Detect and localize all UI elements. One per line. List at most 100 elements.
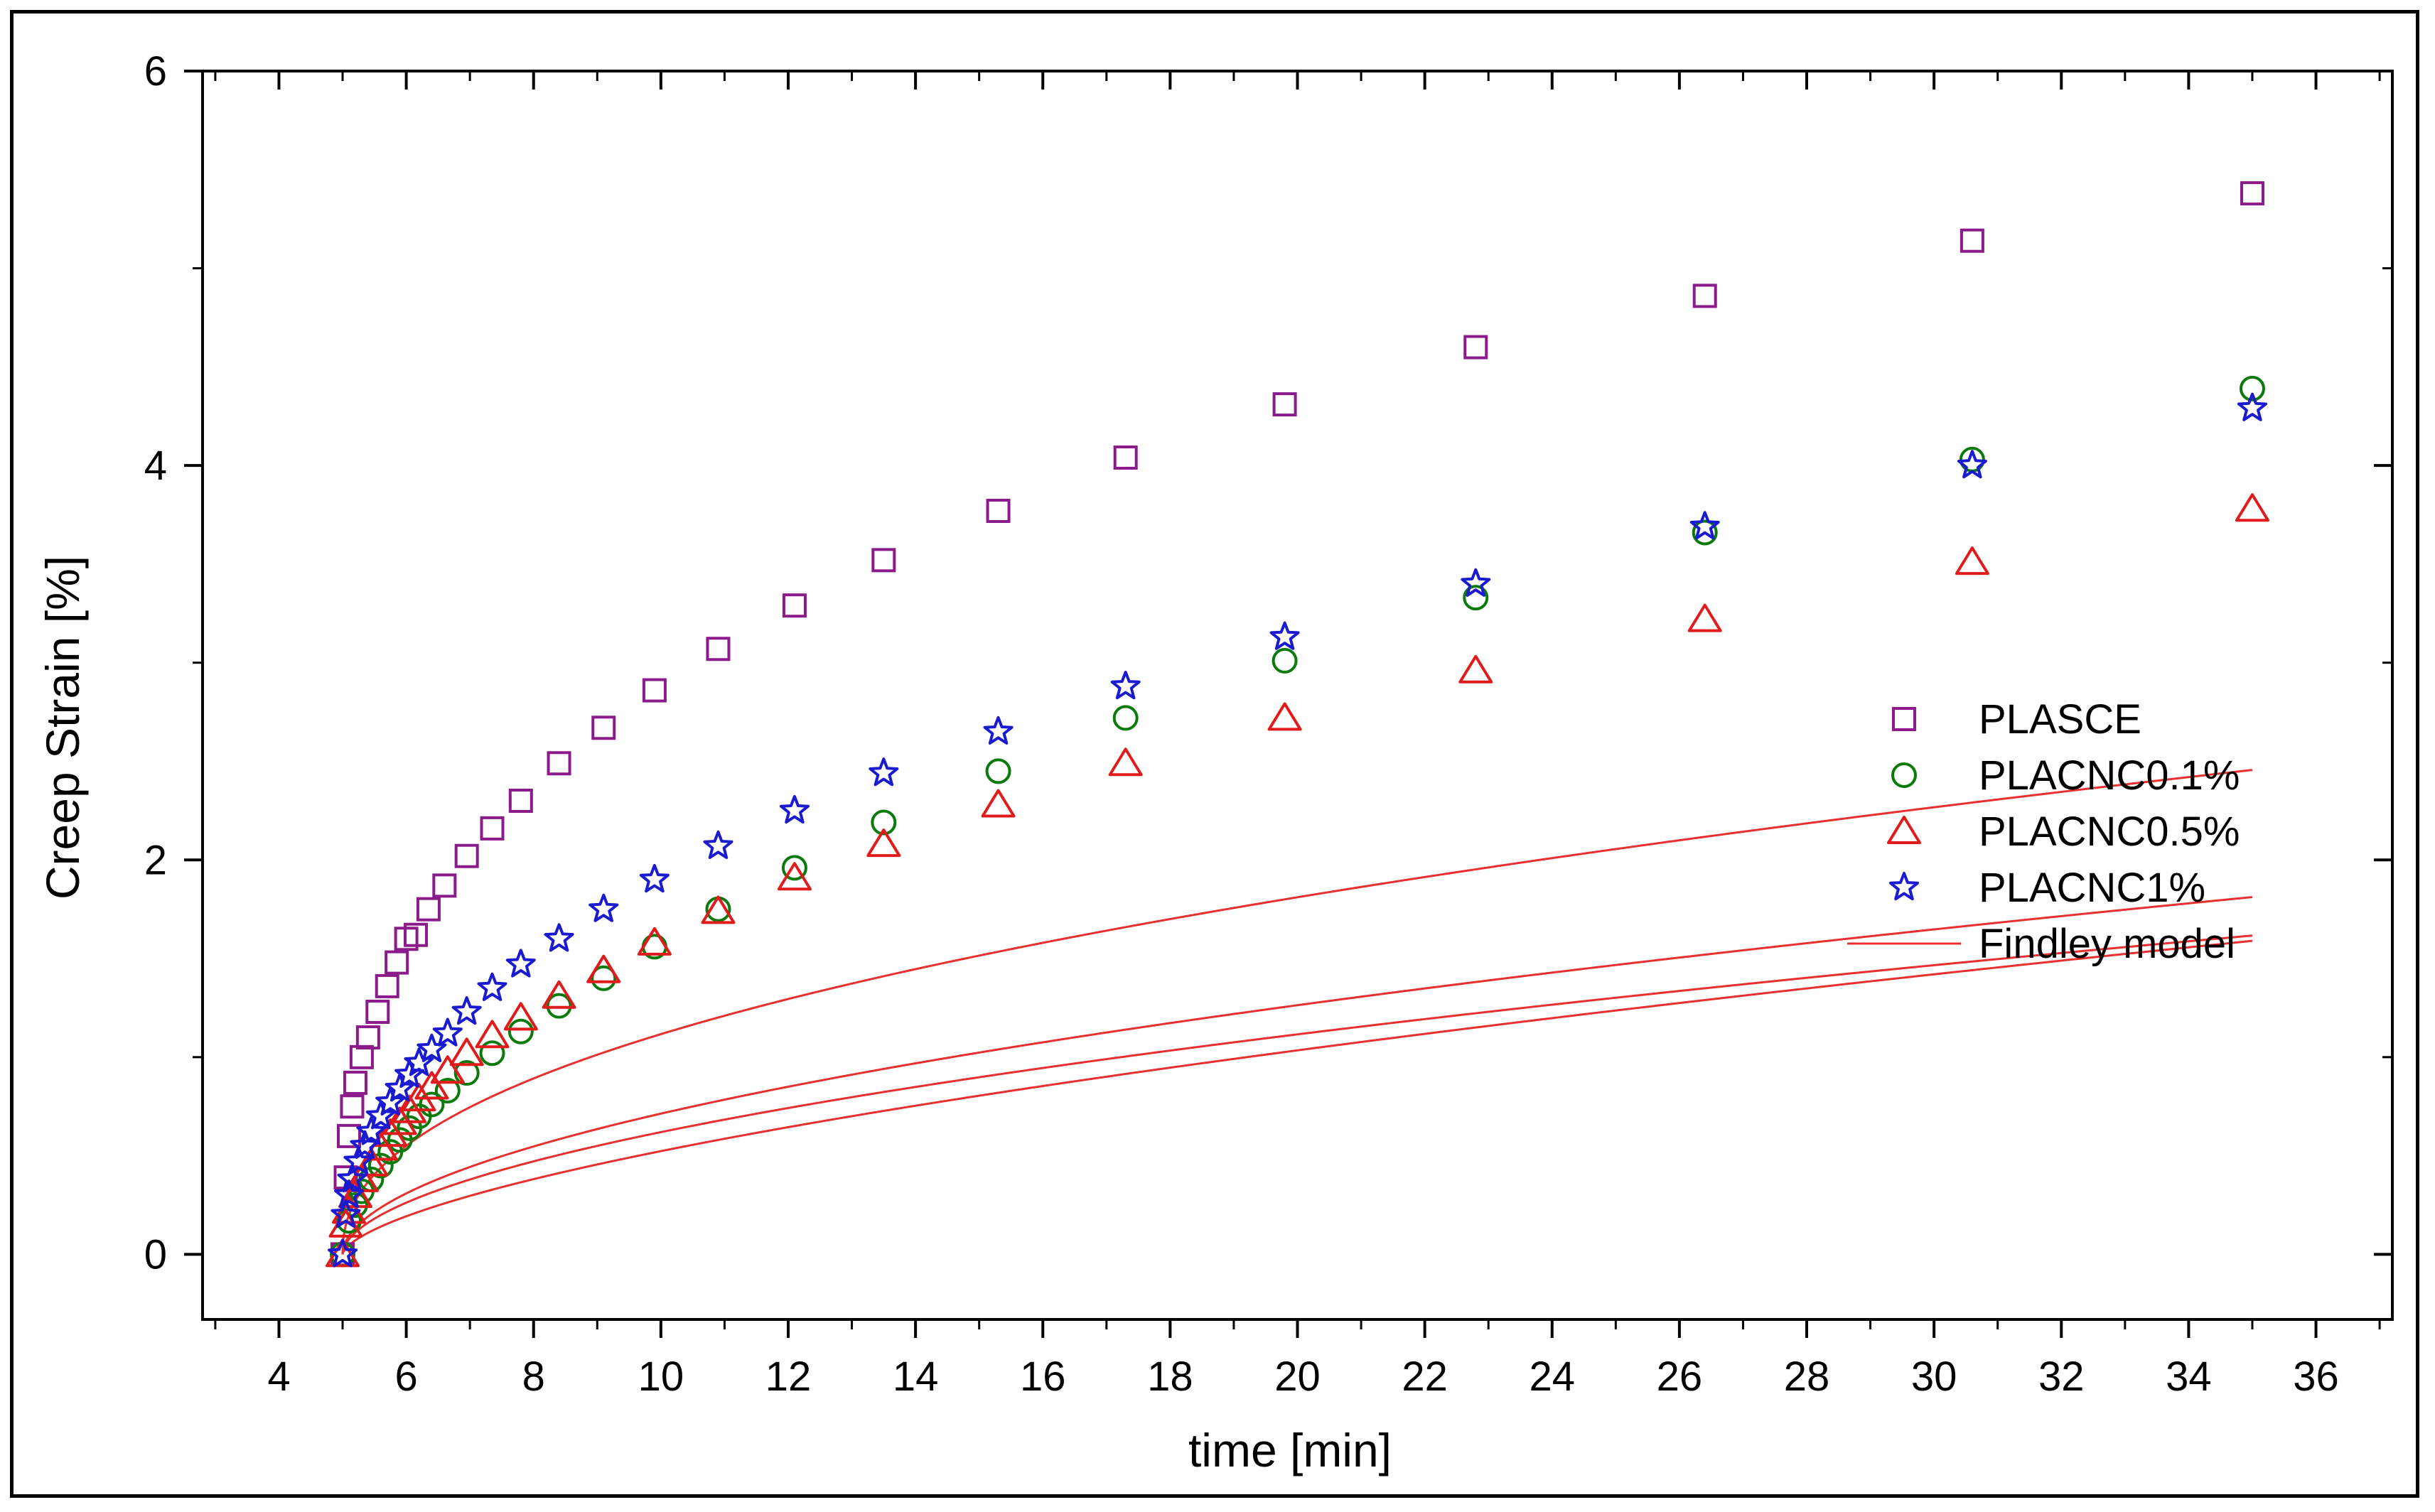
data-point: [1692, 284, 1717, 308]
data-point: [454, 843, 479, 868]
data-point: [1463, 585, 1489, 611]
y-tick-label: 0: [144, 1231, 167, 1278]
data-point: [1689, 511, 1720, 540]
findley-fit-line: [341, 769, 2253, 1255]
data-point: [642, 678, 667, 703]
data-point: [706, 637, 731, 662]
data-point: [414, 1071, 449, 1100]
data-point: [1458, 654, 1493, 684]
data-point: [404, 922, 429, 947]
legend-marker: [1889, 872, 1919, 901]
data-point: [2240, 181, 2264, 206]
data-point: [985, 758, 1011, 784]
data-point: [328, 1238, 358, 1268]
fit-curves: [341, 769, 2253, 1255]
legend-marker: [1891, 762, 1917, 788]
data-point: [330, 1199, 361, 1228]
legend-label: PLACNC0.5%: [1979, 809, 2240, 855]
data-point: [1692, 519, 1718, 546]
data-point: [453, 1060, 480, 1086]
data-point: [365, 1101, 396, 1130]
data-point: [375, 1086, 406, 1116]
series-plasce: [330, 181, 2264, 1267]
data-point: [1272, 392, 1297, 417]
data-point: [981, 789, 1016, 818]
data-point: [507, 1018, 534, 1044]
data-point: [336, 1123, 361, 1148]
data-point: [1687, 603, 1722, 632]
data-point: [866, 828, 901, 858]
series-placnc1-: [328, 392, 2267, 1268]
x-tick-label: 18: [1147, 1354, 1193, 1400]
series-placnc0-1-: [330, 375, 2265, 1268]
plot-area-border: [201, 70, 2394, 1321]
findley-fit-line: [341, 896, 2253, 1255]
legend-marker: [1887, 816, 1921, 844]
data-point: [343, 1070, 367, 1095]
data-point: [477, 972, 507, 1001]
data-point: [449, 1037, 484, 1066]
data-point: [542, 980, 576, 1009]
legend: PLASCE PLACNC0.1% PLACNC0.5% PLACNC1% Findle…: [1847, 696, 2240, 967]
legend-label: Findley model: [1979, 921, 2235, 967]
data-point: [983, 716, 1014, 745]
data-point: [430, 1055, 465, 1084]
data-point: [479, 1040, 505, 1066]
data-point: [591, 716, 616, 740]
x-tick-label: 24: [1529, 1354, 1575, 1400]
y-axis-title: Creep Strain [%]: [36, 556, 89, 900]
data-point: [2235, 493, 2269, 522]
data-point: [503, 1002, 538, 1031]
data-point: [451, 996, 482, 1025]
data-point: [547, 751, 571, 776]
x-tick-label: 26: [1657, 1354, 1703, 1400]
data-point: [375, 973, 399, 998]
data-point: [2239, 375, 2265, 401]
data-point: [385, 1073, 415, 1102]
data-point: [385, 950, 409, 975]
data-point: [394, 1059, 425, 1088]
data-point: [2237, 392, 2267, 421]
series-placnc0-5-: [326, 493, 2269, 1268]
data-point: [419, 1091, 445, 1118]
y-tick-label: 2: [144, 837, 167, 883]
x-tick-label: 8: [522, 1354, 545, 1400]
data-point: [639, 864, 670, 893]
data-point: [480, 816, 505, 841]
y-axis-tick-labels: 0 2 4 6: [144, 48, 167, 1278]
data-point: [475, 1020, 510, 1049]
x-tick-label: 4: [267, 1354, 290, 1400]
x-tick-label: 28: [1784, 1354, 1830, 1400]
data-point: [432, 873, 457, 898]
data-point: [1269, 621, 1300, 650]
x-axis-title: time [min]: [1188, 1424, 1392, 1476]
data-point: [355, 1025, 380, 1050]
data-point: [434, 1078, 461, 1104]
data-point: [1108, 747, 1143, 777]
x-tick-label: 32: [2038, 1354, 2085, 1400]
data-point: [1267, 702, 1302, 731]
x-tick-label: 14: [893, 1354, 939, 1400]
x-tick-label: 10: [638, 1354, 684, 1400]
findley-fit-line: [341, 934, 2253, 1255]
data-point: [354, 1148, 389, 1177]
data-point: [782, 593, 807, 618]
data-point: [432, 1017, 463, 1047]
data-point: [1272, 647, 1298, 674]
data-point: [367, 1152, 394, 1179]
data-point: [508, 788, 533, 813]
x-tick-label: 34: [2166, 1354, 2212, 1400]
data-point: [871, 548, 896, 573]
data-point: [869, 757, 899, 787]
data-point: [871, 809, 897, 836]
data-point: [1113, 446, 1138, 470]
data-point: [343, 1145, 374, 1175]
findley-fit-line: [341, 939, 2253, 1255]
data-point: [986, 498, 1011, 523]
data-point: [591, 965, 617, 991]
x-tick-label: 20: [1274, 1354, 1321, 1400]
x-tick-label: 30: [1911, 1354, 1957, 1400]
data-point: [1112, 705, 1139, 731]
